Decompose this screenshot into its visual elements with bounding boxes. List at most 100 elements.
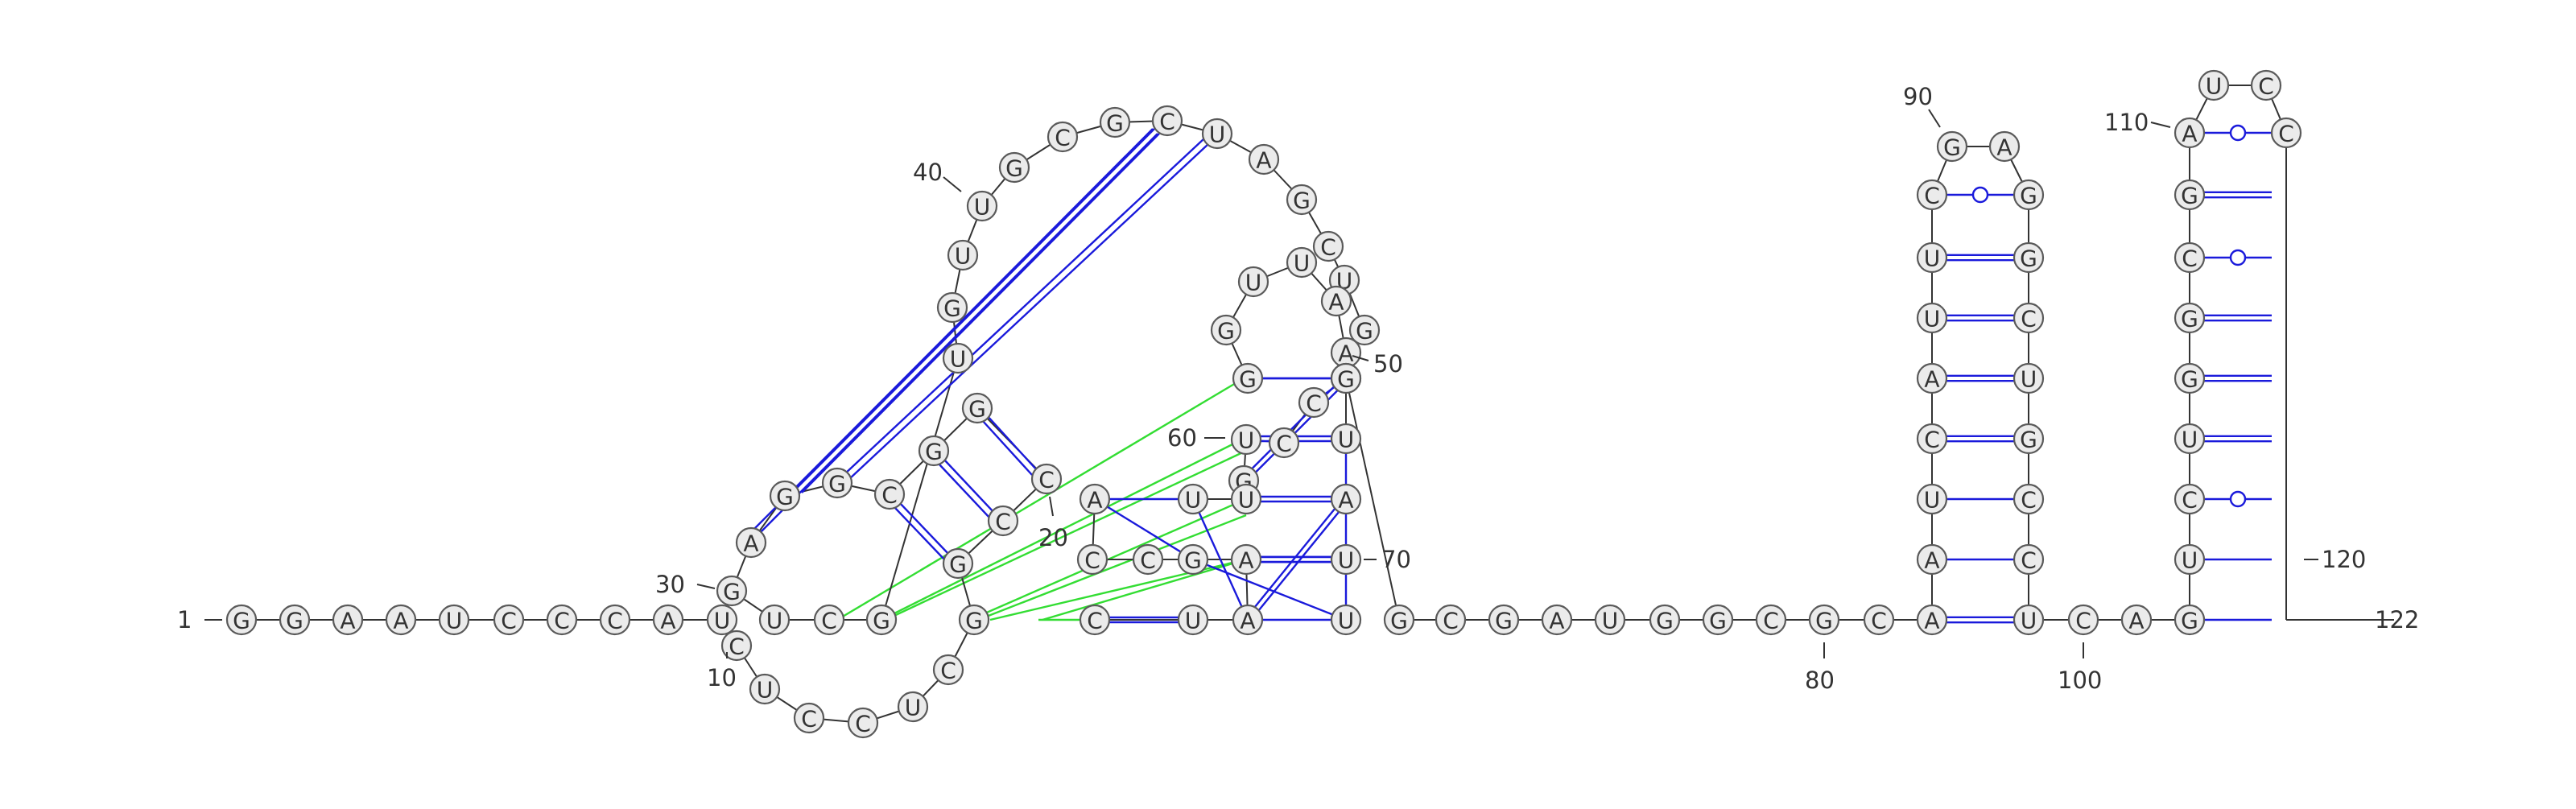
position-tick [943, 176, 962, 192]
nucleotide-letter: U [950, 346, 967, 373]
nucleotide-letter: U [1185, 487, 1202, 514]
nucleotide-letter: U [2021, 366, 2037, 393]
nucleotide-letter: C [1055, 125, 1071, 151]
nucleotide: G [936, 291, 968, 324]
nucleotide: U [966, 190, 998, 222]
nucleotide: G [1099, 106, 1131, 138]
nucleotide-letter: U [1338, 547, 1355, 574]
nucleotide: G [1488, 604, 1520, 636]
pseudoknot-line [1042, 558, 1247, 621]
nucleotide: C [1916, 423, 1948, 455]
position-number: 122 [2357, 606, 2419, 634]
nucleotide: U [438, 604, 470, 636]
nucleotide-letter: G [925, 439, 943, 465]
nucleotide: C [1268, 427, 1300, 459]
position-number: 1 [177, 606, 222, 634]
nucleotide-letter: U [1238, 427, 1255, 454]
position-number-label: 120 [2322, 546, 2366, 573]
nucleotide-letter: U [1185, 608, 1202, 634]
nucleotide-letter: C [2258, 73, 2274, 100]
nucleotide: A [735, 526, 767, 559]
position-number: 90 [1903, 83, 1941, 128]
position-number-label: 122 [2375, 606, 2419, 634]
wobble-pair-marker [2229, 249, 2247, 266]
nucleotide: G [1649, 604, 1681, 636]
nucleotide: U [2013, 604, 2045, 636]
nucleotide: A [1541, 604, 1573, 636]
nucleotide: C [2250, 69, 2282, 101]
nucleotide: C [2174, 241, 2206, 274]
nucleotide-letter: C [1306, 390, 1322, 417]
nucleotide: U [2174, 423, 2206, 455]
nucleotide-letter: A [1328, 289, 1344, 316]
base-pair [981, 419, 1033, 476]
position-number-label: 20 [1038, 524, 1068, 551]
nucleotide: C [1312, 230, 1344, 262]
base-pair [938, 463, 991, 519]
position-number: 110 [2104, 109, 2171, 136]
position-number-label: 40 [913, 159, 943, 186]
nucleotide-letter: C [2075, 608, 2091, 634]
nucleotide: U [706, 604, 738, 636]
nucleotide-letter: C [1924, 427, 1940, 453]
nucleotide-letter: G [2181, 306, 2198, 332]
position-number: 20 [1038, 496, 1068, 551]
nucleotide-letter: A [1238, 547, 1253, 574]
position-number-label: 90 [1903, 83, 1933, 110]
nucleotide-letter: U [714, 608, 731, 634]
position-tick [696, 584, 716, 589]
nucleotide: G [1702, 604, 1734, 636]
nucleotide-letter: G [1815, 608, 1833, 634]
position-number: 70 [1364, 546, 1411, 573]
nucleotide-letter: U [2206, 73, 2223, 100]
nucleotide: G [2174, 362, 2206, 394]
nucleotide: U [1916, 302, 1948, 334]
base-pair [1106, 506, 1182, 553]
nucleotide-letter: G [1390, 608, 1408, 634]
nucleotide: G [1232, 362, 1264, 394]
base-pair [754, 133, 1158, 539]
base-pair [749, 128, 1154, 534]
nucleotide-letter: A [2128, 608, 2144, 634]
nucleotide: C [2013, 543, 2045, 576]
nucleotide: U [2174, 543, 2206, 576]
nucleotide: C [1298, 386, 1330, 419]
nucleotide-letter: G [1005, 155, 1023, 182]
nucleotide: U [1330, 604, 1362, 636]
nucleotide: C [1916, 179, 1948, 211]
nucleotide: A [1916, 543, 1948, 576]
nucleotide: U [1916, 483, 1948, 515]
nucleotide: G [2013, 241, 2045, 274]
nucleotide: A [652, 604, 684, 636]
nucleotide: A [1248, 143, 1280, 175]
nucleotide: U [1201, 118, 1233, 150]
nucleotide: A [332, 604, 364, 636]
nucleotide-letter: U [1338, 427, 1355, 453]
nucleotide: C [599, 604, 631, 636]
nucleotide-letter: G [1217, 318, 1235, 345]
nucleotide: U [1594, 604, 1626, 636]
nucleotide: A [2120, 604, 2153, 636]
nucleotide: G [1177, 543, 1209, 576]
nucleotide: A [1916, 604, 1948, 636]
nucleotide-letter: C [1320, 234, 1336, 261]
position-number-label: 10 [707, 664, 737, 691]
nucleotide: G [998, 151, 1030, 184]
position-number-label: 60 [1167, 424, 1197, 452]
nucleotide: G [2174, 604, 2206, 636]
base-pair [801, 133, 1160, 493]
nucleotide-letter: A [340, 608, 355, 634]
nucleotide: G [1286, 184, 1318, 216]
position-number: 50 [1352, 350, 1403, 378]
nucleotide: C [847, 707, 879, 739]
nucleotide: G [279, 604, 311, 636]
nucleotide-letter: U [2182, 427, 2198, 453]
nucleotide-letter: A [1240, 608, 1255, 634]
nucleotide: C [2013, 302, 2045, 334]
nucleotide-letter: G [1184, 547, 1202, 574]
nucleotide-letter: G [1337, 366, 1355, 393]
nucleotide-letter: A [743, 530, 758, 557]
nucleotide-letter: U [1245, 270, 1262, 296]
nucleotide: G [2013, 179, 2045, 211]
